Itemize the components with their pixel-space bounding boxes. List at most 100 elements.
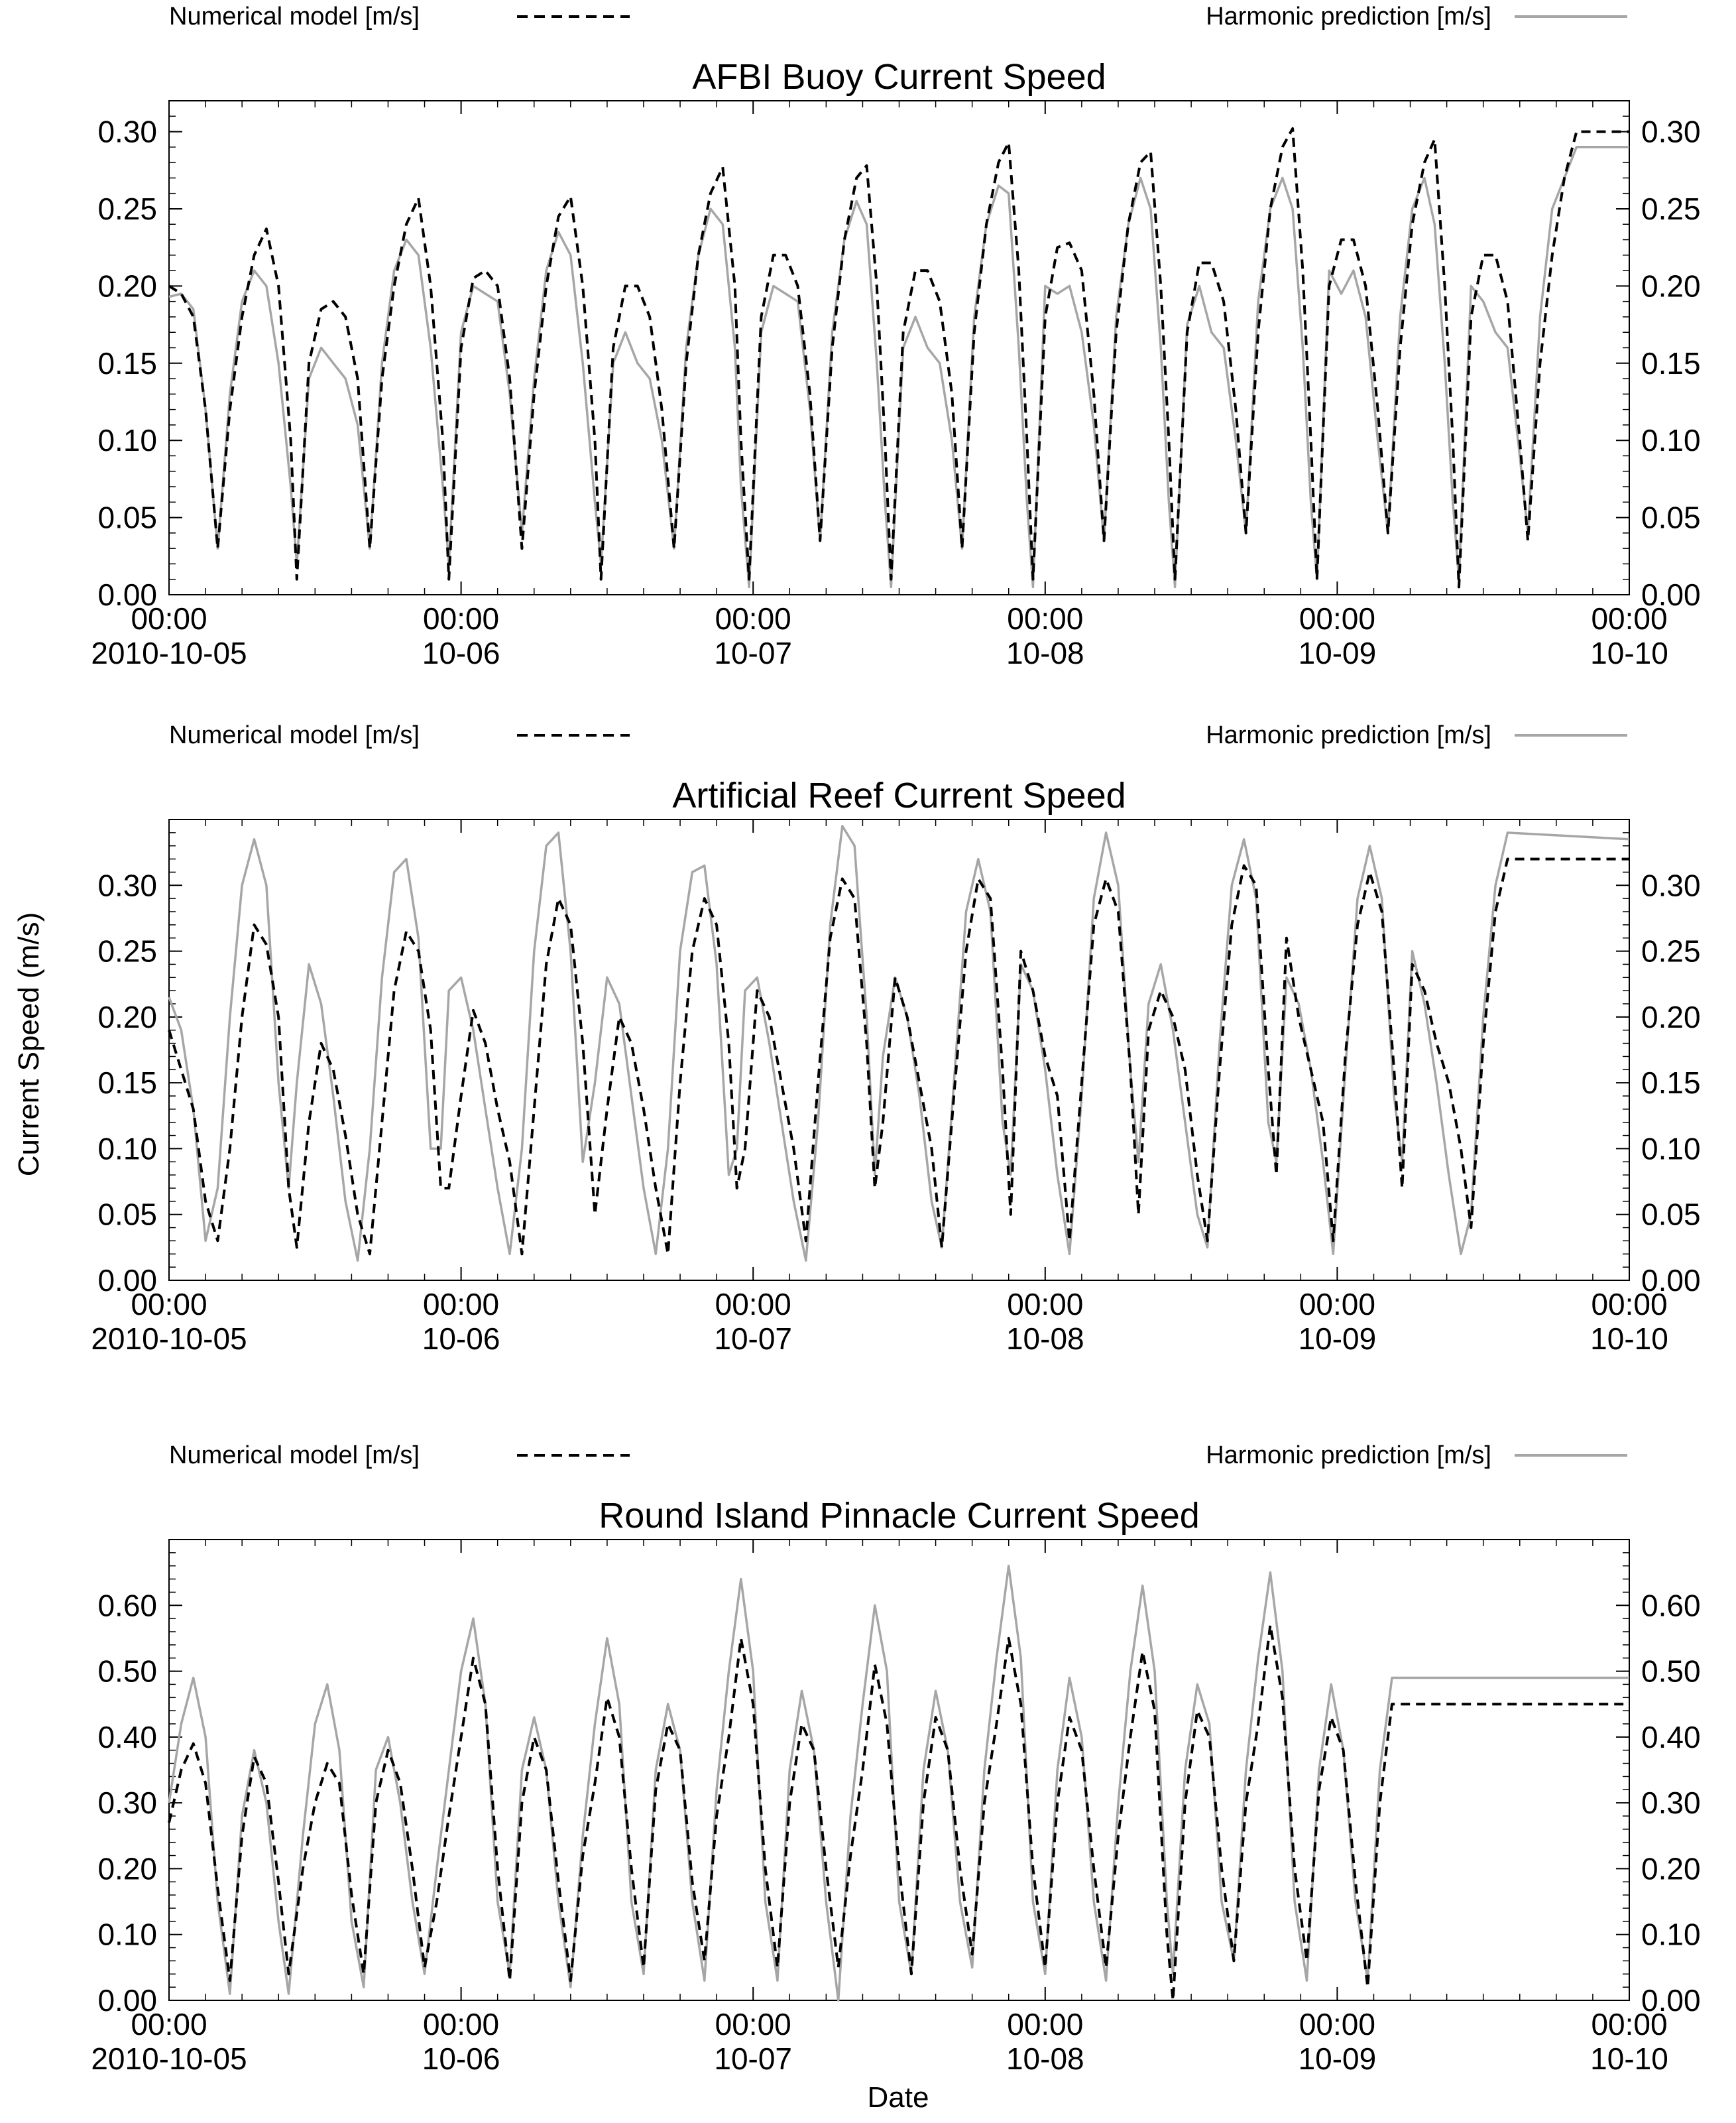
y-tick-label-left: 0.05 [97, 501, 157, 535]
chart-title: Round Island Pinnacle Current Speed [599, 1496, 1200, 1536]
x-tick-label-date: 10-06 [422, 1321, 500, 1356]
x-tick-label-time: 00:00 [1299, 601, 1375, 636]
x-tick-label-date: 2010-10-05 [91, 636, 247, 670]
y-tick-label-right: 0.10 [1641, 423, 1701, 457]
y-axis-label: Current Speed (m/s) [13, 912, 45, 1177]
y-tick-label-right: 0.30 [1641, 1786, 1701, 1820]
x-tick-label-date: 10-07 [714, 636, 792, 670]
y-tick-label-left: 0.30 [97, 1786, 157, 1820]
y-tick-label-right: 0.50 [1641, 1654, 1701, 1689]
y-tick-label-right: 0.25 [1641, 192, 1701, 226]
y-tick-label-left: 0.25 [97, 192, 157, 226]
x-tick-label-time: 00:00 [715, 601, 791, 636]
x-tick-label-time: 00:00 [715, 1287, 791, 1321]
y-tick-label-left: 0.10 [97, 1917, 157, 1952]
y-tick-label-right: 0.00 [1641, 1983, 1701, 2018]
y-tick-label-left: 0.20 [97, 1000, 157, 1034]
x-tick-label-time: 00:00 [1591, 601, 1667, 636]
y-tick-label-left: 0.40 [97, 1720, 157, 1754]
y-tick-label-right: 0.30 [1641, 115, 1701, 149]
plot-frame [168, 100, 1630, 595]
chart-title: Artificial Reef Current Speed [672, 776, 1126, 816]
series-line-harmonic-prediction [168, 1564, 1629, 2002]
x-tick-label-date: 10-09 [1299, 2041, 1377, 2076]
y-tick-label-left: 0.50 [97, 1654, 157, 1689]
y-tick-label-right: 0.40 [1641, 1720, 1701, 1754]
x-tick-label-date: 10-10 [1590, 636, 1668, 670]
x-tick-label-time: 00:00 [423, 2007, 499, 2041]
x-tick-label-time: 00:00 [131, 601, 207, 636]
x-tick-label-time: 00:00 [423, 1287, 499, 1321]
x-tick-label-date: 10-09 [1299, 1321, 1377, 1356]
legend-model-label: Numerical model [m/s] [169, 1441, 420, 1469]
y-tick-label-right: 0.00 [1641, 1263, 1701, 1298]
y-tick-label-right: 0.15 [1641, 1065, 1701, 1100]
x-tick-label-time: 00:00 [1299, 1287, 1375, 1321]
legend-harmonic-label: Harmonic prediction [m/s] [1206, 3, 1491, 30]
x-tick-label-date: 10-10 [1590, 2041, 1668, 2076]
legend-harmonic-label: Harmonic prediction [m/s] [1206, 1441, 1491, 1469]
y-tick-label-right: 0.20 [1641, 1851, 1701, 1886]
panel-2: Numerical model [m/s] Harmonic prediction… [91, 721, 1700, 1356]
y-tick-label-left: 0.20 [97, 269, 157, 303]
x-tick-label-time: 00:00 [1007, 601, 1083, 636]
x-tick-label-time: 00:00 [715, 2007, 791, 2041]
y-tick-label-left: 0.15 [97, 346, 157, 381]
y-tick-label-left: 0.00 [97, 1983, 157, 2018]
plot-frame [168, 819, 1630, 1281]
y-tick-label-right: 0.05 [1641, 1197, 1701, 1232]
y-tick-label-right: 0.20 [1641, 1000, 1701, 1034]
x-tick-label-time: 00:00 [1591, 2007, 1667, 2041]
x-tick-label-time: 00:00 [131, 1287, 207, 1321]
x-tick-label-date: 10-07 [714, 1321, 792, 1356]
series-line-harmonic-prediction [168, 146, 1629, 589]
y-tick-label-right: 0.60 [1641, 1588, 1701, 1622]
y-tick-label-left: 0.15 [97, 1065, 157, 1100]
x-tick-label-time: 00:00 [131, 2007, 207, 2041]
y-tick-label-left: 0.30 [97, 115, 157, 149]
x-tick-label-date: 2010-10-05 [91, 1321, 247, 1356]
y-tick-label-right: 0.15 [1641, 346, 1701, 381]
x-axis-label: Date [868, 2081, 929, 2114]
y-tick-label-right: 0.30 [1641, 868, 1701, 902]
series-line-numerical-model [168, 127, 1629, 589]
x-tick-label-time: 00:00 [1299, 2007, 1375, 2041]
x-tick-label-date: 10-06 [422, 2041, 500, 2076]
x-tick-label-date: 10-07 [714, 2041, 792, 2076]
x-tick-label-time: 00:00 [1007, 1287, 1083, 1321]
y-tick-label-left: 0.05 [97, 1197, 157, 1232]
x-tick-label-date: 10-10 [1590, 1321, 1668, 1356]
plot-frame [168, 1539, 1630, 2001]
x-tick-label-date: 10-08 [1006, 1321, 1084, 1356]
y-tick-label-left: 0.00 [97, 577, 157, 612]
x-tick-label-date: 2010-10-05 [91, 2041, 247, 2076]
series-line-numerical-model [168, 1624, 1629, 2002]
y-tick-label-left: 0.10 [97, 1131, 157, 1166]
x-tick-label-date: 10-06 [422, 636, 500, 670]
chart-title: AFBI Buoy Current Speed [692, 57, 1106, 97]
legend-harmonic-label: Harmonic prediction [m/s] [1206, 721, 1491, 749]
y-tick-label-left: 0.10 [97, 423, 157, 457]
x-tick-label-time: 00:00 [423, 601, 499, 636]
y-tick-label-right: 0.05 [1641, 501, 1701, 535]
panel-1: Numerical model [m/s] Harmonic prediction… [91, 3, 1700, 670]
x-tick-label-time: 00:00 [1007, 2007, 1083, 2041]
y-tick-label-right: 0.10 [1641, 1917, 1701, 1952]
y-tick-label-left: 0.25 [97, 934, 157, 969]
legend-model-label: Numerical model [m/s] [169, 3, 420, 30]
y-tick-label-left: 0.30 [97, 868, 157, 902]
y-tick-label-right: 0.00 [1641, 577, 1701, 612]
legend-model-label: Numerical model [m/s] [169, 721, 420, 749]
x-tick-label-date: 10-09 [1299, 636, 1377, 670]
y-tick-label-left: 0.20 [97, 1851, 157, 1886]
x-tick-label-time: 00:00 [1591, 1287, 1667, 1321]
y-tick-label-right: 0.25 [1641, 934, 1701, 969]
y-tick-label-right: 0.10 [1641, 1131, 1701, 1166]
x-tick-label-date: 10-08 [1006, 636, 1084, 670]
y-tick-label-right: 0.20 [1641, 269, 1701, 303]
panel-3: Numerical model [m/s] Harmonic prediction… [91, 1441, 1700, 2076]
x-tick-label-date: 10-08 [1006, 2041, 1084, 2076]
y-tick-label-left: 0.60 [97, 1588, 157, 1622]
y-tick-label-left: 0.00 [97, 1263, 157, 1298]
